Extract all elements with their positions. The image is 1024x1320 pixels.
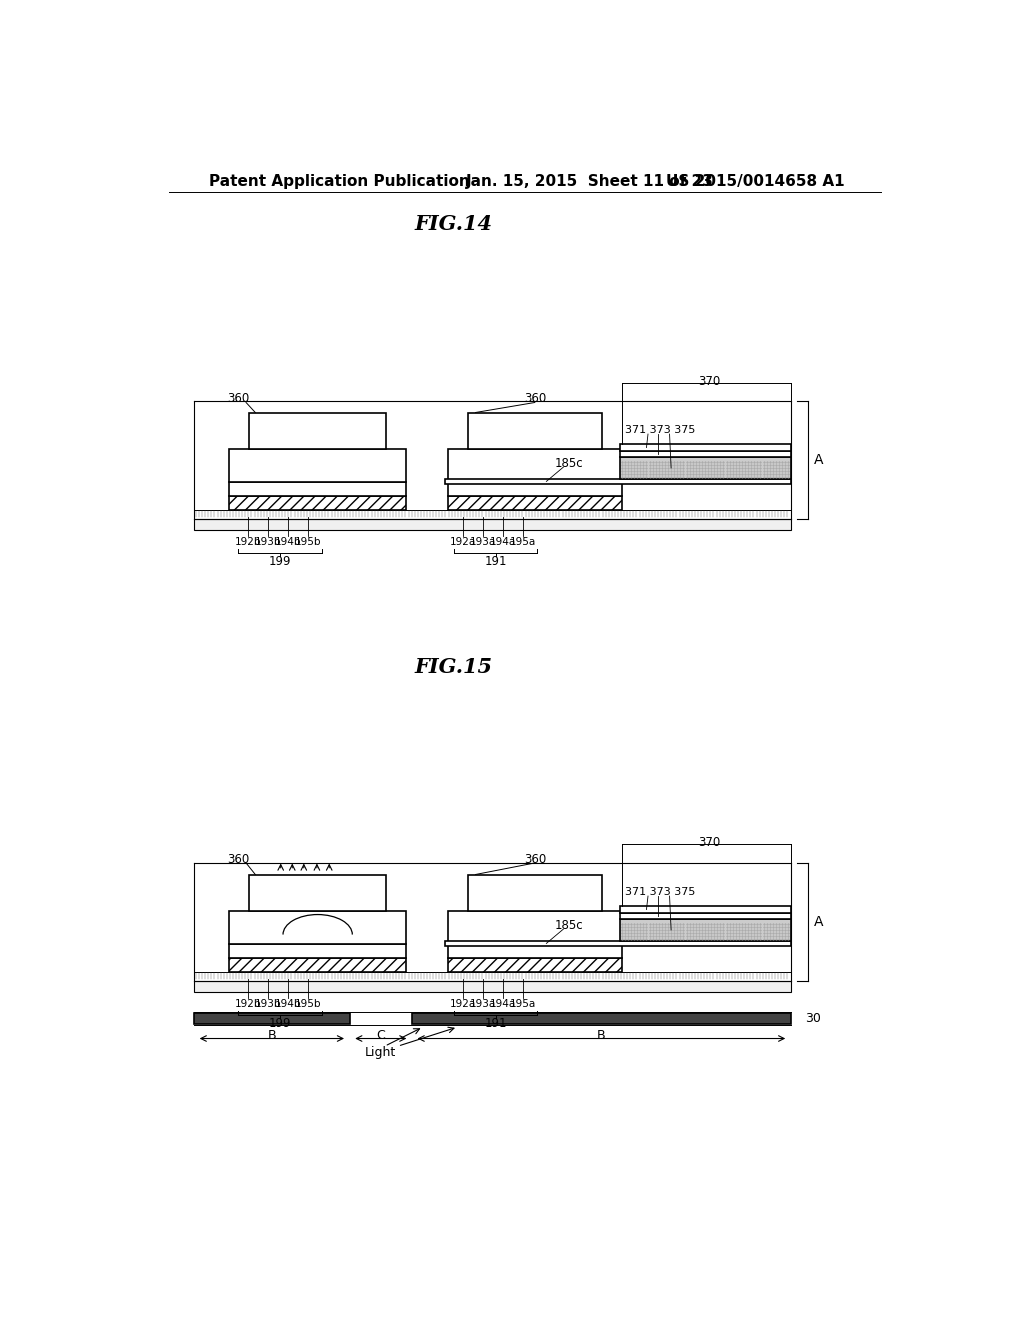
Text: US 2015/0014658 A1: US 2015/0014658 A1 — [666, 174, 845, 189]
Text: FIG.15: FIG.15 — [415, 656, 493, 677]
Bar — [229, 450, 407, 482]
Text: 192b: 192b — [234, 999, 261, 1008]
Text: 192a: 192a — [451, 999, 476, 1008]
Text: 194a: 194a — [490, 537, 516, 546]
Bar — [620, 451, 792, 457]
Bar — [194, 1014, 350, 1024]
Bar — [249, 412, 386, 449]
Bar — [229, 958, 407, 972]
Text: 371 373 375: 371 373 375 — [625, 887, 695, 898]
Text: 191: 191 — [484, 556, 507, 569]
Bar — [620, 919, 792, 941]
Text: 195b: 195b — [295, 537, 321, 546]
Bar — [229, 482, 407, 496]
Bar — [229, 912, 407, 944]
Text: 194b: 194b — [274, 537, 301, 546]
Text: 195b: 195b — [295, 999, 321, 1008]
Text: Light: Light — [366, 1045, 396, 1059]
Bar — [194, 981, 792, 991]
Text: 191: 191 — [484, 1018, 507, 1031]
Text: 30: 30 — [805, 1012, 821, 1026]
Bar — [447, 450, 622, 482]
Text: 199: 199 — [268, 556, 291, 569]
Bar — [412, 1014, 792, 1024]
Bar — [447, 944, 622, 958]
Text: 192a: 192a — [451, 537, 476, 546]
Bar — [468, 412, 602, 449]
Text: 185c: 185c — [555, 457, 584, 470]
Text: 370: 370 — [698, 836, 721, 849]
Text: FIG.14: FIG.14 — [415, 214, 493, 234]
Text: 360: 360 — [227, 853, 250, 866]
Text: B: B — [267, 1028, 276, 1041]
Bar — [249, 875, 386, 911]
Bar — [445, 941, 792, 946]
Text: B: B — [597, 1028, 606, 1041]
Text: 185c: 185c — [555, 919, 584, 932]
Text: 192b: 192b — [234, 537, 261, 546]
Text: A: A — [814, 453, 823, 467]
Bar — [229, 944, 407, 958]
Text: A: A — [814, 915, 823, 929]
Text: 195a: 195a — [510, 537, 537, 546]
Text: 193a: 193a — [470, 999, 497, 1008]
Text: Jan. 15, 2015  Sheet 11 of 23: Jan. 15, 2015 Sheet 11 of 23 — [466, 174, 714, 189]
Bar — [620, 444, 792, 451]
Bar — [447, 495, 622, 510]
Bar — [468, 875, 602, 911]
Text: 371 373 375: 371 373 375 — [625, 425, 695, 436]
Bar — [620, 457, 792, 479]
Text: 360: 360 — [523, 853, 546, 866]
Text: C: C — [377, 1028, 385, 1041]
Text: 370: 370 — [698, 375, 721, 388]
Bar — [447, 482, 622, 496]
Bar — [194, 519, 792, 529]
Bar — [447, 912, 622, 944]
Bar — [620, 913, 792, 919]
Text: 360: 360 — [523, 392, 546, 405]
Bar — [229, 495, 407, 510]
Bar — [447, 958, 622, 972]
Text: 194b: 194b — [274, 999, 301, 1008]
Text: 193b: 193b — [254, 537, 281, 546]
Bar — [445, 479, 792, 484]
Text: Patent Application Publication: Patent Application Publication — [209, 174, 470, 189]
Text: 193a: 193a — [470, 537, 497, 546]
Text: 360: 360 — [227, 392, 250, 405]
Text: 199: 199 — [268, 1018, 291, 1031]
Text: 193b: 193b — [254, 999, 281, 1008]
Text: 195a: 195a — [510, 999, 537, 1008]
Text: 194a: 194a — [490, 999, 516, 1008]
Bar — [620, 906, 792, 913]
